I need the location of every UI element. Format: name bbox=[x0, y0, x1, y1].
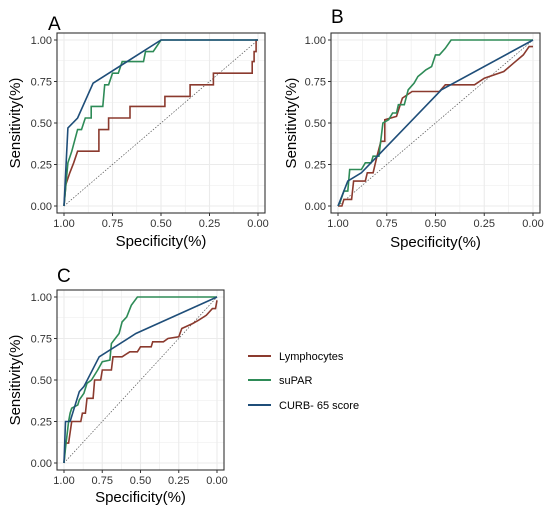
x-tick-label: 0.00 bbox=[247, 218, 268, 230]
x-tick-label: 0.75 bbox=[92, 475, 113, 487]
panel-a: A1.00 0.75 0.50 0.25 0.000.000.250.500.751.0… bbox=[7, 14, 269, 250]
series-line-curb65 bbox=[63, 296, 218, 464]
y-tick-label: 0.25 bbox=[31, 417, 52, 429]
legend-label-supar: suPAR bbox=[279, 375, 312, 387]
panel-letter: C bbox=[57, 266, 71, 287]
legend-label-lymphocytes: Lymphocytes bbox=[279, 351, 344, 363]
x-tick-label: 0.75 bbox=[102, 218, 123, 230]
y-tick-label: 1.00 bbox=[31, 35, 52, 47]
x-tick-label: 0.50 bbox=[150, 218, 171, 230]
series-line-lymphocytes bbox=[63, 39, 258, 207]
x-tick-label: 0.25 bbox=[474, 218, 495, 230]
y-tick-label: 1.00 bbox=[305, 35, 326, 47]
panel-letter: B bbox=[331, 7, 344, 28]
y-axis-title: Sensitivity(%) bbox=[7, 78, 24, 169]
series-line-lymphocytes bbox=[338, 45, 533, 207]
x-tick-label: 1.00 bbox=[327, 218, 348, 230]
y-tick-label: 0.50 bbox=[31, 375, 52, 387]
reference-diagonal bbox=[337, 39, 534, 207]
legend: Lymphocytes suPAR CURB- 65 score bbox=[248, 351, 359, 412]
x-tick-label: 1.00 bbox=[53, 218, 74, 230]
reference-diagonal bbox=[63, 39, 259, 207]
legend-label-curb65: CURB- 65 score bbox=[279, 400, 359, 412]
x-axis-title: Specificity(%) bbox=[95, 489, 186, 506]
y-tick-label: 0.50 bbox=[31, 118, 52, 130]
panel-letter: A bbox=[48, 14, 61, 35]
x-tick-label: 0.00 bbox=[206, 475, 227, 487]
x-tick-label: 0.75 bbox=[376, 218, 397, 230]
x-tick-label: 0.25 bbox=[168, 475, 189, 487]
series-line-supar bbox=[63, 296, 217, 464]
series-line-curb65 bbox=[337, 39, 534, 207]
x-axis-title: Specificity(%) bbox=[116, 233, 207, 250]
x-tick-label: 0.50 bbox=[130, 475, 151, 487]
x-tick-label: 0.25 bbox=[199, 218, 220, 230]
y-axis-title: Sensitivity(%) bbox=[283, 78, 300, 169]
y-axis-title: Sensitivity(%) bbox=[7, 335, 24, 426]
series-line-supar bbox=[63, 39, 258, 207]
x-axis-title: Specificity(%) bbox=[390, 234, 481, 251]
y-tick-label: 0.75 bbox=[305, 77, 326, 89]
x-tick-label: 0.00 bbox=[522, 218, 543, 230]
y-tick-label: 1.00 bbox=[31, 292, 52, 304]
y-tick-label: 0.25 bbox=[31, 160, 52, 172]
y-tick-label: 0.00 bbox=[31, 201, 52, 213]
y-tick-label: 0.75 bbox=[31, 77, 52, 89]
y-tick-label: 0.25 bbox=[305, 160, 326, 172]
y-tick-label: 0.75 bbox=[31, 334, 52, 346]
y-tick-label: 0.00 bbox=[31, 458, 52, 470]
y-tick-label: 0.00 bbox=[305, 201, 326, 213]
panel-c: C 1.00 0.75 0.50 0.25 0.00 0.00 0.25 0.50 0.75 1.0… bbox=[7, 266, 228, 506]
series-line-supar bbox=[337, 39, 533, 207]
x-tick-label: 0.50 bbox=[425, 218, 446, 230]
series-line-lymphocytes bbox=[63, 300, 218, 464]
panel-b: B 1.00 0.75 0.50 0.25 0.00 0.00 0.25 0.50 0.75 1.0… bbox=[283, 7, 544, 251]
y-tick-label: 0.50 bbox=[305, 118, 326, 130]
x-tick-label: 1.00 bbox=[53, 475, 74, 487]
series-line-curb65 bbox=[63, 39, 258, 207]
